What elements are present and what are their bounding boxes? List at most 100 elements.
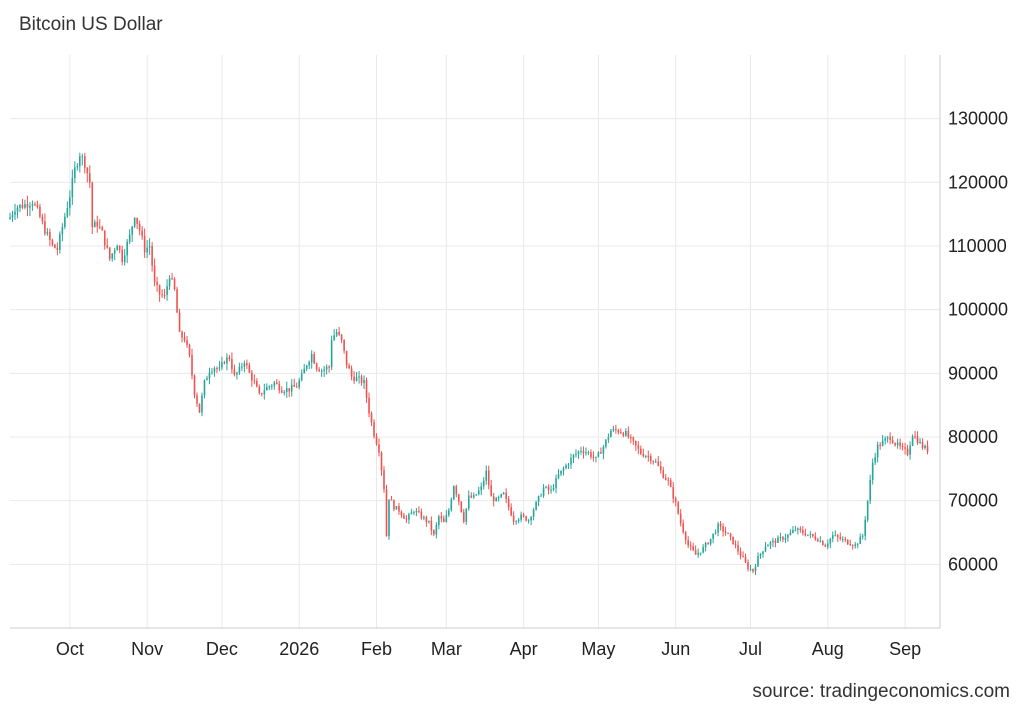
candle bbox=[258, 384, 261, 395]
candle bbox=[161, 289, 163, 298]
candle-body bbox=[590, 452, 592, 457]
candle-body bbox=[19, 204, 21, 208]
candle-body bbox=[310, 354, 313, 363]
candle-body bbox=[844, 538, 847, 540]
candle bbox=[612, 425, 615, 433]
candle-body bbox=[482, 480, 485, 487]
candle bbox=[836, 534, 839, 542]
axes bbox=[10, 55, 941, 629]
candle-body bbox=[256, 381, 258, 387]
candle-body bbox=[787, 535, 789, 538]
candle-body bbox=[146, 247, 148, 253]
candle bbox=[320, 368, 323, 377]
candle-body bbox=[265, 386, 268, 391]
candle bbox=[313, 351, 315, 365]
candle bbox=[849, 539, 852, 546]
candle-body bbox=[635, 440, 637, 446]
candle-body bbox=[462, 511, 465, 522]
candle bbox=[86, 167, 89, 183]
candle-body bbox=[684, 532, 687, 541]
candle bbox=[916, 431, 919, 445]
candle bbox=[29, 201, 31, 217]
candle bbox=[570, 453, 572, 469]
candle bbox=[757, 552, 759, 567]
candle bbox=[627, 426, 630, 439]
candle bbox=[156, 276, 158, 292]
candle bbox=[178, 308, 181, 333]
candle-body bbox=[261, 393, 263, 395]
candle-body bbox=[186, 340, 188, 345]
candle bbox=[448, 508, 450, 518]
candle-body bbox=[495, 498, 498, 502]
candle-body bbox=[836, 535, 839, 538]
candle-body bbox=[697, 552, 699, 555]
candle-body bbox=[138, 223, 141, 231]
candle bbox=[802, 525, 804, 536]
candle bbox=[251, 369, 253, 387]
candle-body bbox=[383, 470, 385, 490]
candle bbox=[455, 484, 458, 498]
candle bbox=[602, 444, 605, 460]
candle-body bbox=[128, 234, 131, 242]
candle bbox=[749, 564, 752, 572]
candle-body bbox=[475, 494, 478, 496]
candle bbox=[343, 339, 345, 354]
candle bbox=[208, 367, 211, 385]
candle-body bbox=[61, 226, 64, 235]
candle-body bbox=[66, 208, 69, 217]
candle bbox=[610, 428, 612, 438]
candle bbox=[76, 163, 79, 171]
candle bbox=[345, 350, 348, 369]
candle-body bbox=[315, 363, 318, 370]
candle-body bbox=[445, 515, 448, 523]
x-tick-label: Jul bbox=[739, 639, 762, 659]
candle-body bbox=[328, 366, 330, 368]
candle-body bbox=[799, 528, 802, 531]
candle bbox=[799, 526, 802, 533]
candle-body bbox=[654, 461, 657, 463]
candle bbox=[515, 520, 517, 525]
candle bbox=[667, 476, 670, 486]
candle bbox=[714, 529, 717, 535]
candle-body bbox=[440, 516, 443, 519]
candle bbox=[597, 451, 600, 458]
candle-body bbox=[163, 294, 166, 296]
candle-body bbox=[64, 216, 66, 227]
candle bbox=[81, 153, 84, 166]
candle-body bbox=[39, 206, 41, 217]
candle-body bbox=[540, 495, 542, 497]
candle bbox=[552, 484, 555, 492]
candle bbox=[323, 365, 325, 377]
candle-body bbox=[602, 446, 605, 454]
candle bbox=[308, 360, 311, 370]
candle-body bbox=[21, 204, 24, 208]
candle-body bbox=[41, 216, 44, 222]
candle-body bbox=[393, 500, 395, 510]
candle-body bbox=[921, 441, 924, 448]
candle bbox=[759, 553, 762, 559]
candle bbox=[435, 522, 438, 539]
candle bbox=[824, 543, 827, 548]
candle bbox=[707, 541, 709, 545]
candle-body bbox=[148, 246, 151, 248]
candle bbox=[587, 450, 590, 456]
candle-body bbox=[520, 514, 522, 520]
candle bbox=[408, 512, 410, 524]
candle bbox=[353, 371, 355, 384]
candle-body bbox=[647, 455, 650, 457]
candle bbox=[123, 249, 126, 266]
x-tick-label: Mar bbox=[431, 639, 462, 659]
candle-body bbox=[330, 340, 333, 368]
candle-body bbox=[871, 462, 874, 481]
candle bbox=[622, 431, 625, 438]
candle-body bbox=[143, 236, 146, 253]
candle-body bbox=[283, 392, 286, 394]
candle-body bbox=[49, 232, 51, 240]
candle-body bbox=[924, 445, 926, 448]
candle-body bbox=[428, 520, 430, 523]
candle bbox=[752, 568, 754, 574]
candle-body bbox=[198, 403, 201, 413]
candle-body bbox=[899, 442, 901, 447]
candle bbox=[420, 508, 423, 520]
candle bbox=[540, 493, 542, 497]
